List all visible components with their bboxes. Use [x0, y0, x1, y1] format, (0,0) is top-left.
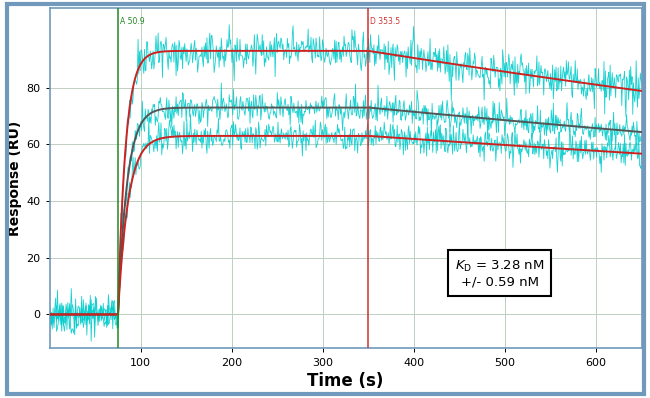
Text: A 50.9: A 50.9: [120, 17, 144, 26]
Text: $K_\mathrm{D}$ = 3.28 nM
+/- 0.59 nM: $K_\mathrm{D}$ = 3.28 nM +/- 0.59 nM: [455, 259, 544, 289]
X-axis label: Time (s): Time (s): [307, 372, 384, 390]
Text: D 353.5: D 353.5: [370, 17, 400, 26]
Y-axis label: Response (RU): Response (RU): [8, 121, 22, 236]
